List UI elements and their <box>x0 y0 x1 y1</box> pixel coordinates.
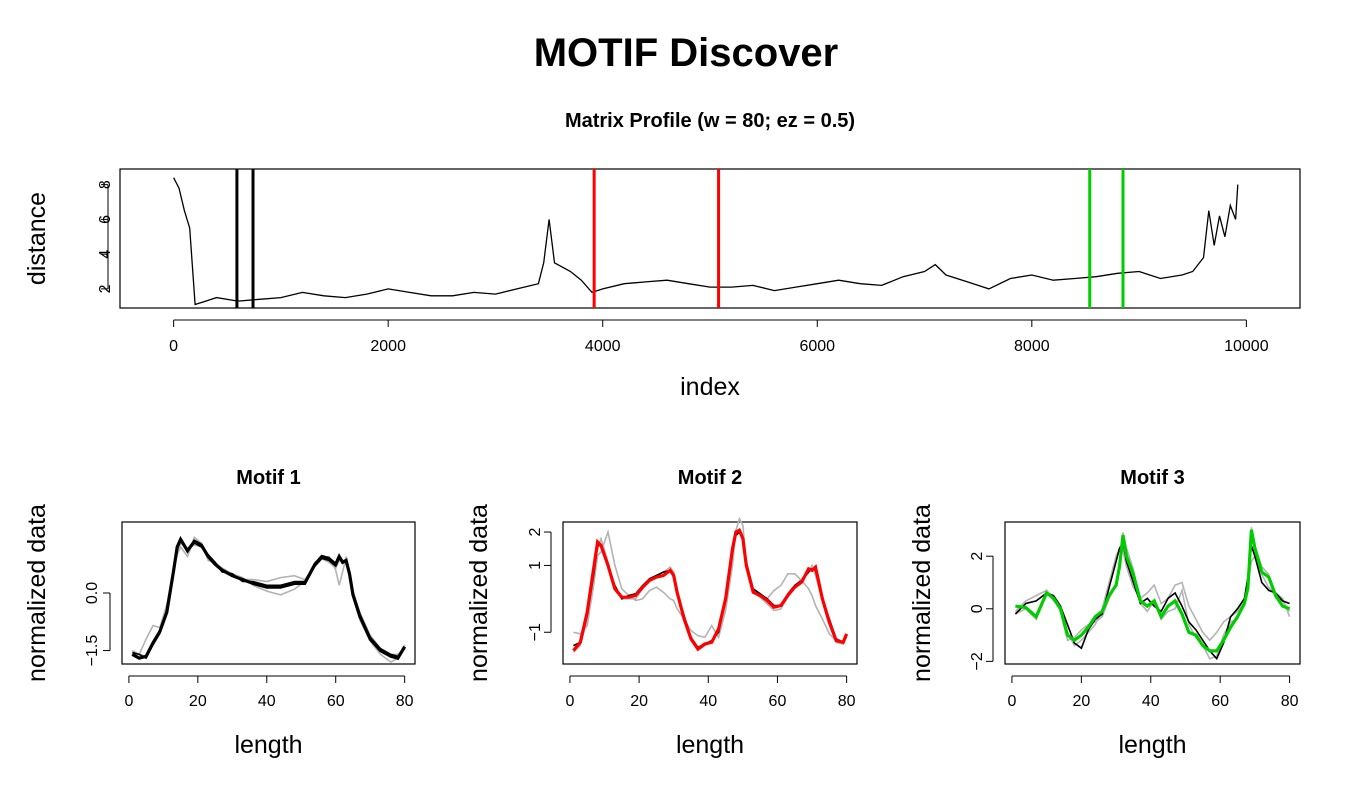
matrix-profile-line <box>173 177 1239 306</box>
x-tick-label: 4000 <box>585 338 621 355</box>
x-tick-label: 20 <box>1072 693 1090 710</box>
motif-series-line <box>572 528 849 652</box>
neighbor-series-line <box>132 536 406 664</box>
x-tick-label: 80 <box>1281 693 1299 710</box>
motif-pair-series-line <box>132 539 406 660</box>
motif-series-line <box>131 535 407 661</box>
x-tick-label: 80 <box>838 693 856 710</box>
panel-title: Motif 1 <box>236 467 300 489</box>
motif-2-plot: Motif 2 0 20 40 60 80 length −1 1 2 normalized dat… <box>465 467 858 759</box>
motif-1-plot: Motif 1 0 20 40 60 80 length −1.5 0.0 normalized … <box>23 467 416 759</box>
x-axis-label: length <box>1118 731 1186 759</box>
motif-series-line <box>1015 529 1291 653</box>
x-tick-label: 8000 <box>1014 338 1050 355</box>
x-tick-label: 40 <box>1142 693 1160 710</box>
plot-frame <box>121 521 416 665</box>
neighbor-series-line <box>1015 527 1291 660</box>
plot-frame <box>119 168 1301 309</box>
x-tick-label: 0 <box>124 693 133 710</box>
y-tick-label: 4 <box>97 250 114 259</box>
matrix-profile-plot: Matrix Profile (w = 80; ez = 0.5) 0 2000 40… <box>23 110 1301 401</box>
y-tick-label: −2 <box>969 652 986 670</box>
x-axis-label: length <box>676 731 744 759</box>
y-tick-label: 2 <box>527 527 544 536</box>
panel-title: Matrix Profile (w = 80; ez = 0.5) <box>565 110 855 132</box>
neighbor-series-line <box>573 516 848 644</box>
y-tick-label: 6 <box>97 215 114 224</box>
y-tick-label: 8 <box>97 180 114 189</box>
y-axis-label: distance <box>23 192 51 285</box>
x-tick-label: 60 <box>769 693 787 710</box>
x-tick-label: 60 <box>1211 693 1229 710</box>
x-tick-label: 80 <box>396 693 414 710</box>
x-axis-label: length <box>234 731 302 759</box>
y-tick-label: 1 <box>527 561 544 570</box>
x-tick-label: 0 <box>1007 693 1016 710</box>
y-axis-label: normalized data <box>908 504 936 682</box>
x-tick-label: 10000 <box>1224 338 1269 355</box>
motif-3-plot: Motif 3 0 20 40 60 80 length −2 0 2 normalized dat… <box>908 467 1301 759</box>
y-tick-label: −1.5 <box>84 635 101 667</box>
x-axis-label: index <box>680 373 740 401</box>
x-tick-label: 0 <box>565 693 574 710</box>
x-tick-label: 20 <box>630 693 648 710</box>
y-axis-label: normalized data <box>465 504 493 682</box>
plot-frame <box>562 521 858 665</box>
y-axis-label: normalized data <box>23 504 51 682</box>
x-tick-label: 20 <box>189 693 207 710</box>
y-tick-label: 2 <box>969 552 986 561</box>
y-tick-label: 2 <box>97 284 114 293</box>
neighbor-series-line <box>131 541 406 658</box>
y-tick-label: 0.0 <box>84 582 101 604</box>
y-tick-label: −1 <box>527 623 544 641</box>
panel-title: Motif 3 <box>1120 467 1184 489</box>
figure-title: MOTIF Discover <box>534 31 839 75</box>
plot-frame <box>1004 521 1301 665</box>
x-tick-label: 40 <box>258 693 276 710</box>
x-tick-label: 6000 <box>799 338 835 355</box>
x-tick-label: 40 <box>699 693 717 710</box>
panel-title: Motif 2 <box>678 467 742 489</box>
y-tick-label: 0 <box>969 604 986 613</box>
x-tick-label: 0 <box>169 338 178 355</box>
x-tick-label: 60 <box>327 693 345 710</box>
x-tick-label: 2000 <box>370 338 406 355</box>
